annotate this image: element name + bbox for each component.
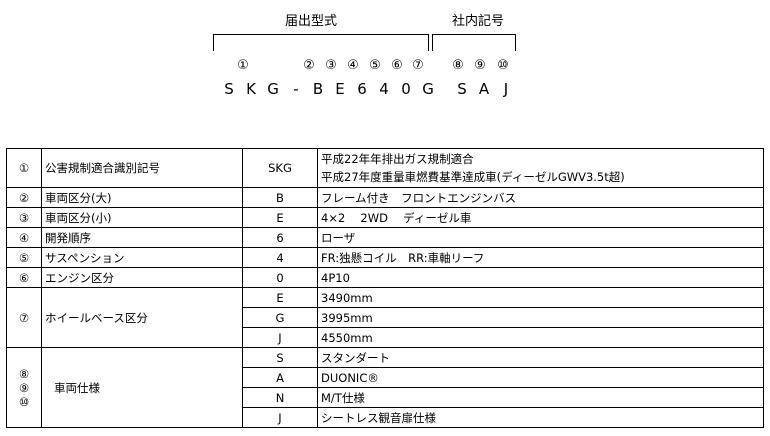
table-row: J シートレス観音扉仕様 <box>7 407 764 428</box>
model-code-table: ① 公害規制適合識別記号 SKG 平成22年年排出ガス規制適合平成27年度重量車燃費基… <box>6 148 764 428</box>
table-row: ⑦ ホイールベース区分 E 3490mm <box>6 287 764 348</box>
table-row: ⑥ エンジン区分 0 4P10 <box>6 267 764 288</box>
description-line: 3490mm <box>321 290 373 305</box>
item-label: サスペンション <box>41 247 243 268</box>
registered-type-bracket <box>213 34 429 51</box>
model-code-char: K <box>246 80 256 98</box>
model-code-char: 6 <box>357 80 367 98</box>
model-code-char: S <box>224 80 234 98</box>
item-description: シートレス観音扉仕様 <box>317 407 764 428</box>
item-number: ② <box>6 187 42 208</box>
item-number: ① <box>6 148 42 188</box>
item-description: 4P10 <box>317 267 764 288</box>
model-code-char: A <box>478 80 490 98</box>
description-line: 平成22年年排出ガス規制適合 <box>321 152 474 166</box>
circle-number: ② <box>303 58 315 73</box>
table-row: ⑧ ⑨ ⑩ 車両仕様 S スタンダート <box>6 347 764 428</box>
item-label: 開発順序 <box>41 227 243 248</box>
item-code: 4 <box>242 247 318 268</box>
item-label: ホイールベース区分 <box>41 287 243 348</box>
item-number: ④ <box>6 227 42 248</box>
circle-number: ① <box>237 58 249 73</box>
model-code-char: J <box>503 80 509 98</box>
table-row: ④ 開発順序 6 ローザ <box>6 227 764 248</box>
item-code: E <box>242 207 318 228</box>
company-code-label: 社内記号 <box>452 14 505 29</box>
circle-number: ⑥ <box>391 58 403 73</box>
item-label: 車両区分(大) <box>41 187 243 208</box>
item-code: G <box>242 307 318 328</box>
circle-number: ⑨ <box>474 58 486 73</box>
registered-type-label: 届出型式 <box>285 14 338 29</box>
model-code-char: 0 <box>401 80 411 98</box>
item-description: 4×2 2WD ディーゼル車 <box>317 207 764 228</box>
item-code: N <box>242 387 318 408</box>
item-code: B <box>242 187 318 208</box>
item-label: 車両仕様 <box>41 347 243 428</box>
item-label: 車両区分(小) <box>41 207 243 228</box>
company-code-bracket <box>432 34 516 51</box>
item-code: A <box>242 367 318 388</box>
item-code: SKG <box>242 148 318 188</box>
item-description: ローザ <box>317 227 764 248</box>
item-number: ⑥ <box>6 267 42 288</box>
item-description: DUONIC® <box>317 367 764 388</box>
description-line: 4550mm <box>321 330 373 345</box>
item-description: フレーム付き フロントエンジンバス <box>317 187 764 208</box>
table-row: ⑤ サスペンション 4 FR:独懸コイル RR:車軸リーフ <box>6 247 764 268</box>
description-line: 4P10 <box>321 270 350 285</box>
description-line: 3995mm <box>321 310 373 325</box>
description-line: スタンダート <box>321 350 390 365</box>
circle-number: ③ <box>325 58 337 73</box>
description-line: M/T仕様 <box>321 390 365 405</box>
item-number: ⑦ <box>6 287 42 348</box>
item-code: J <box>242 407 318 428</box>
item-code: E <box>242 287 318 308</box>
description-line: フレーム付き フロントエンジンバス <box>321 190 517 205</box>
description-line: 4×2 2WD ディーゼル車 <box>321 210 472 225</box>
item-description: M/T仕様 <box>317 387 764 408</box>
circle-number: ⑦ <box>412 58 424 73</box>
description-line: DUONIC® <box>321 370 379 385</box>
circle-number: ⑩ <box>497 58 509 73</box>
circle-number: ⑤ <box>369 58 381 73</box>
item-description: 3995mm <box>317 307 764 328</box>
table-row: ③ 車両区分(小) E 4×2 2WD ディーゼル車 <box>6 207 764 228</box>
description-line: 平成27年度重量車燃費基準達成車(ディーゼルGWV3.5t超) <box>321 170 625 184</box>
model-code-char: S <box>457 80 467 98</box>
model-code-char: - <box>293 80 299 98</box>
description-line: シートレス観音扉仕様 <box>321 410 436 425</box>
model-code-char: G <box>267 80 279 98</box>
table-row: N M/T仕様 <box>7 387 764 408</box>
model-code-char: E <box>335 80 345 98</box>
item-description: 平成22年年排出ガス規制適合平成27年度重量車燃費基準達成車(ディーゼルGWV3… <box>317 148 764 188</box>
item-code: J <box>242 327 318 348</box>
item-description: FR:独懸コイル RR:車軸リーフ <box>317 247 764 268</box>
item-number: ⑧ ⑨ ⑩ <box>6 347 42 428</box>
circle-number: ④ <box>347 58 359 73</box>
item-number: ⑤ <box>6 247 42 268</box>
item-description: スタンダート <box>317 347 764 368</box>
circle-number: ⑧ <box>452 58 464 73</box>
item-code: 6 <box>242 227 318 248</box>
item-description: 4550mm <box>317 327 764 348</box>
table-row: ② 車両区分(大) B フレーム付き フロントエンジンバス <box>6 187 764 208</box>
table-row: ① 公害規制適合識別記号 SKG 平成22年年排出ガス規制適合平成27年度重量車燃費基… <box>6 148 764 188</box>
item-label: 公害規制適合識別記号 <box>41 148 243 188</box>
description-line: ローザ <box>321 230 356 245</box>
table-row: J 4550mm <box>7 327 764 348</box>
model-code-char: B <box>312 80 324 98</box>
item-label: エンジン区分 <box>41 267 243 288</box>
item-code: 0 <box>242 267 318 288</box>
item-number: ③ <box>6 207 42 228</box>
description-line: FR:独懸コイル RR:車軸リーフ <box>321 250 485 265</box>
item-code: S <box>242 347 318 368</box>
model-code-char: G <box>422 80 434 98</box>
model-code-char: 4 <box>379 80 389 98</box>
item-description: 3490mm <box>317 287 764 308</box>
